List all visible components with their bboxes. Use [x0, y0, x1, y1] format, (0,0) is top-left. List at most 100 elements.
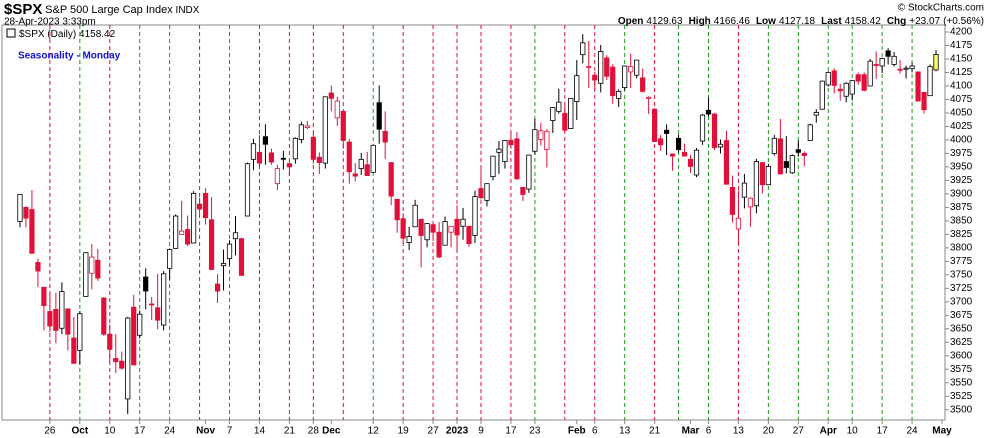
- candle-body: [244, 163, 251, 217]
- candle-body: [478, 188, 484, 199]
- y-tick-label: 3725: [950, 283, 973, 294]
- x-tick-label: 10: [847, 426, 859, 437]
- candle-body: [442, 221, 448, 246]
- candle-body: [831, 70, 837, 86]
- candle-body: [807, 124, 813, 141]
- candle-body: [274, 168, 281, 185]
- candle-body: [65, 308, 71, 335]
- y-tick-label: 3925: [950, 175, 973, 186]
- candle-body: [675, 137, 682, 151]
- candle-body: [705, 109, 712, 115]
- candle-body: [59, 291, 65, 329]
- candle-body: [322, 96, 328, 164]
- y-tick-label: 4150: [950, 54, 973, 65]
- candle-body: [687, 158, 694, 167]
- x-tick-label: 26: [44, 426, 56, 437]
- y-tick-label: 3775: [950, 256, 973, 267]
- candle-body: [681, 151, 688, 157]
- chart-title: Seasonality - Monday: [18, 51, 121, 62]
- candle-body: [520, 187, 526, 195]
- candle-body: [514, 138, 520, 180]
- x-tick-label: 6: [706, 426, 712, 437]
- candle-body: [921, 92, 927, 111]
- candle-body: [35, 262, 41, 272]
- candle-body: [161, 273, 167, 326]
- candle-body: [173, 215, 179, 249]
- candle-body: [466, 225, 472, 244]
- candle-body: [107, 333, 113, 350]
- y-tick-label: 4075: [950, 94, 973, 105]
- candle-body: [909, 65, 915, 70]
- ohlc-label: Last: [821, 16, 842, 27]
- candle-body: [376, 102, 382, 130]
- x-tick-label: 28: [308, 426, 320, 437]
- candle-body: [669, 153, 676, 157]
- y-tick-label: 3750: [950, 269, 973, 280]
- candle-body: [616, 90, 622, 99]
- candle-body: [604, 57, 610, 77]
- candle-body: [777, 138, 783, 175]
- candle-body: [526, 154, 532, 190]
- candle-body: [208, 219, 215, 270]
- candle-body: [592, 74, 598, 81]
- x-tick-label: Dec: [322, 426, 341, 437]
- ohlc-summary: Open 4129.63 High 4166.46 Low 4127.18 Last 4158…: [618, 16, 984, 27]
- candle-body: [280, 157, 287, 160]
- candle-body: [430, 224, 436, 233]
- candle-body: [226, 243, 233, 260]
- candle-body: [837, 88, 843, 92]
- y-tick-label: 3525: [950, 391, 973, 402]
- watermark: © StockCharts.com: [898, 3, 984, 14]
- candle-body: [484, 183, 490, 201]
- candle-body: [328, 92, 334, 99]
- candle-body: [783, 161, 789, 168]
- ohlc-value: 4129.63: [646, 16, 683, 27]
- candle-body: [214, 283, 221, 292]
- y-tick-label: 3675: [950, 310, 973, 321]
- candle-body: [735, 217, 742, 230]
- change-pct: (+0.56%): [943, 16, 984, 27]
- index-name: S&P 500 Large Cap Index: [45, 4, 173, 16]
- y-tick-label: 3650: [950, 323, 973, 334]
- candle-body: [723, 140, 730, 185]
- x-tick-label: 17: [505, 426, 517, 437]
- candle-body: [741, 182, 748, 198]
- x-tick-label: 2023: [446, 426, 469, 437]
- candle-body: [268, 152, 275, 163]
- candle-body: [897, 68, 903, 71]
- x-tick-label: Mar: [682, 426, 700, 437]
- ohlc-label: Low: [756, 16, 776, 27]
- candle-body: [568, 97, 574, 130]
- candle-body: [155, 307, 161, 321]
- candle-body: [502, 140, 508, 162]
- symbol: $SPX: [4, 1, 42, 18]
- candle-body: [598, 51, 604, 84]
- candle-body: [861, 74, 867, 91]
- y-tick-label: 3550: [950, 377, 973, 388]
- candle-body: [927, 66, 933, 97]
- date: 28-Apr-2023 3:33pm: [4, 17, 96, 28]
- candle-body: [185, 229, 191, 245]
- legend-value: 4158.42: [79, 29, 116, 40]
- candle-body: [238, 238, 245, 276]
- candle-body: [352, 173, 358, 177]
- candle-body: [717, 143, 724, 148]
- change-value: +23.07: [909, 16, 940, 27]
- candle-body: [556, 101, 562, 112]
- candle-body: [879, 58, 885, 67]
- candle-body: [83, 252, 89, 297]
- y-tick-label: 3800: [950, 243, 973, 254]
- y-tick-label: 3850: [950, 216, 973, 227]
- candle-body: [759, 162, 765, 186]
- ohlc-label: Open: [618, 16, 644, 27]
- candle-body: [711, 113, 718, 148]
- candle-body: [304, 125, 310, 128]
- y-tick-label: 3875: [950, 202, 973, 213]
- candle-body: [867, 60, 873, 87]
- candle-body: [89, 256, 95, 274]
- candle-body: [765, 165, 771, 186]
- y-tick-label: 4050: [950, 108, 973, 119]
- candle-body: [364, 164, 370, 176]
- candle-body: [167, 249, 173, 269]
- candle-body: [885, 50, 891, 57]
